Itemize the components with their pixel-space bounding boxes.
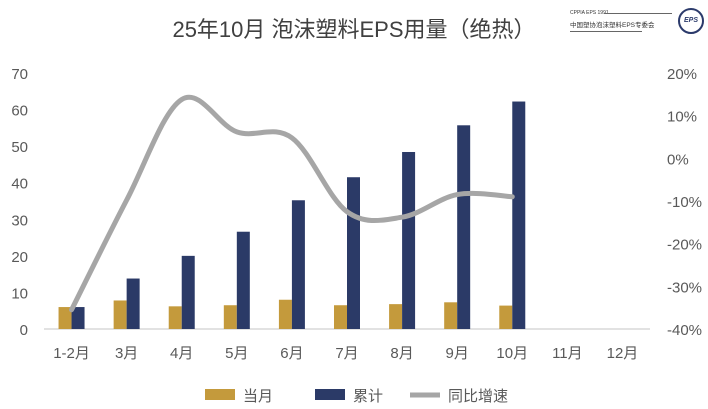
x-tick-label: 5月 — [225, 345, 248, 362]
y-left-tick-label: 40 — [11, 176, 28, 193]
legend-label: 当月 — [243, 388, 273, 405]
x-tick-label: 1-2月 — [53, 345, 90, 362]
x-tick-label: 6月 — [280, 345, 303, 362]
y-right-tick-label: -20% — [667, 237, 702, 254]
bar-monthly — [58, 307, 72, 329]
x-tick-label: 3月 — [115, 345, 138, 362]
y-left-tick-label: 10 — [11, 285, 28, 302]
y-right-tick-label: -30% — [667, 279, 702, 296]
bar-cumulative — [457, 125, 471, 329]
y-right-tick-label: 0% — [667, 151, 689, 168]
legend-swatch — [315, 389, 345, 400]
bar-monthly — [499, 305, 513, 329]
bar-cumulative — [71, 307, 85, 329]
logo-text-1: CPPIA EPS 1991 — [570, 10, 609, 16]
bar-cumulative — [402, 151, 416, 329]
y-right-tick-label: -10% — [667, 194, 702, 211]
legend-swatch — [205, 389, 235, 400]
line-yoy-growth — [69, 94, 515, 313]
logo: CPPIA EPS 1991 中国塑协泡沫塑料EPS专委会 EPS — [566, 6, 706, 42]
x-tick-label: 12月 — [607, 345, 639, 362]
logo-text-2: 中国塑协泡沫塑料EPS专委会 — [570, 22, 655, 29]
y-left-tick-label: 50 — [11, 139, 28, 156]
bar-cumulative — [236, 231, 250, 329]
y-left-tick-label: 20 — [11, 249, 28, 266]
y-right-tick-label: -40% — [667, 322, 702, 339]
logo-rule — [604, 13, 672, 14]
bar-monthly — [113, 300, 127, 329]
y-right-tick-label: 10% — [667, 109, 697, 126]
x-tick-label: 11月 — [552, 345, 583, 362]
y-left-tick-label: 30 — [11, 212, 28, 229]
logo-seal: EPS — [678, 8, 704, 34]
y-left-tick-label: 70 — [11, 66, 28, 83]
x-tick-label: 4月 — [170, 345, 193, 362]
bar-cumulative — [126, 278, 140, 329]
y-left-tick-label: 60 — [11, 103, 28, 120]
bar-cumulative — [291, 200, 305, 329]
legend-label: 累计 — [353, 388, 383, 405]
chart-title: 25年10月 泡沫塑料EPS用量（绝热） — [172, 17, 536, 42]
legend-label: 同比增速 — [448, 388, 508, 405]
bar-monthly — [223, 305, 237, 329]
x-tick-label: 7月 — [335, 345, 358, 362]
bar-monthly — [278, 299, 292, 329]
y-left-tick-label: 0 — [20, 322, 28, 339]
logo-rule — [570, 31, 642, 32]
bar-monthly — [444, 302, 458, 329]
bar-monthly — [389, 304, 403, 329]
bar-cumulative — [347, 177, 360, 329]
bar-monthly — [334, 305, 347, 329]
bar-cumulative — [181, 255, 195, 329]
x-tick-label: 10月 — [496, 345, 528, 362]
x-tick-label: 9月 — [446, 345, 469, 362]
x-tick-label: 8月 — [390, 345, 413, 362]
y-right-tick-label: 20% — [667, 66, 697, 83]
bar-monthly — [168, 306, 182, 329]
bar-cumulative — [512, 101, 526, 329]
